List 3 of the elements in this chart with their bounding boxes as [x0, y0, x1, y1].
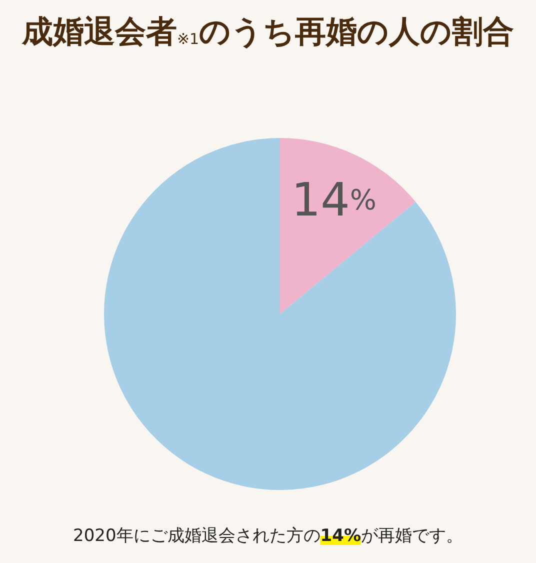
data-label: 14% [291, 172, 377, 226]
pie-slice [104, 138, 456, 490]
pie-slice [280, 138, 416, 314]
